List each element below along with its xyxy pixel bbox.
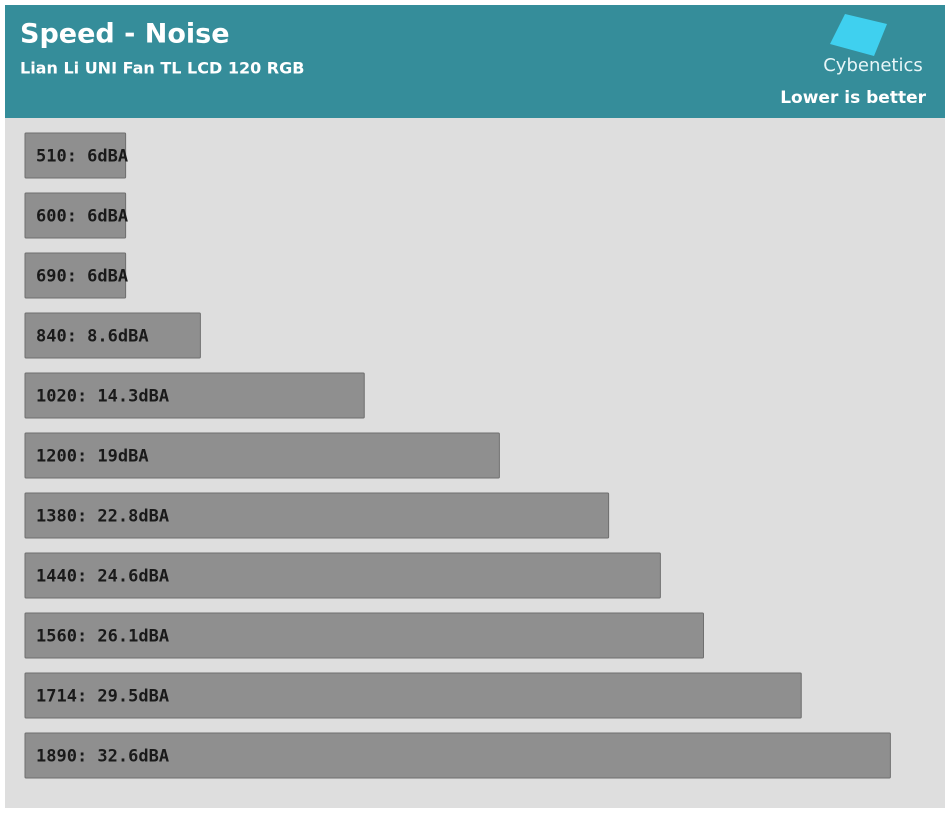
value-label: 1890: 32.6dBA <box>36 747 169 767</box>
value-label: 600: 6dBA <box>36 207 128 227</box>
value-label: 1714: 29.5dBA <box>36 687 169 707</box>
bar <box>24 672 802 719</box>
bar <box>24 312 201 359</box>
bar <box>24 192 127 239</box>
note: Lower is better <box>780 88 926 108</box>
bar <box>24 552 661 599</box>
bar <box>24 432 500 479</box>
value-label: 840: 8.6dBA <box>36 327 149 347</box>
value-label: 1560: 26.1dBA <box>36 627 169 647</box>
bar <box>24 492 610 539</box>
value-label: 1380: 22.8dBA <box>36 507 169 527</box>
value-label: 1440: 24.6dBA <box>36 567 169 587</box>
bar <box>24 732 891 779</box>
bar <box>24 252 127 299</box>
value-label: 1200: 19dBA <box>36 447 149 467</box>
chart-subtitle: Lian Li UNI Fan TL LCD 120 RGB <box>20 59 304 78</box>
chart-title: Speed - Noise <box>20 19 230 50</box>
bar <box>24 132 127 179</box>
value-label: 690: 6dBA <box>36 267 128 287</box>
bar <box>24 372 365 419</box>
brand: Cybenetics <box>823 55 923 76</box>
bar <box>24 612 704 659</box>
value-label: 1020: 14.3dBA <box>36 387 169 407</box>
header <box>5 5 945 118</box>
value-label: 510: 6dBA <box>36 147 128 167</box>
logo-icon <box>830 14 887 56</box>
